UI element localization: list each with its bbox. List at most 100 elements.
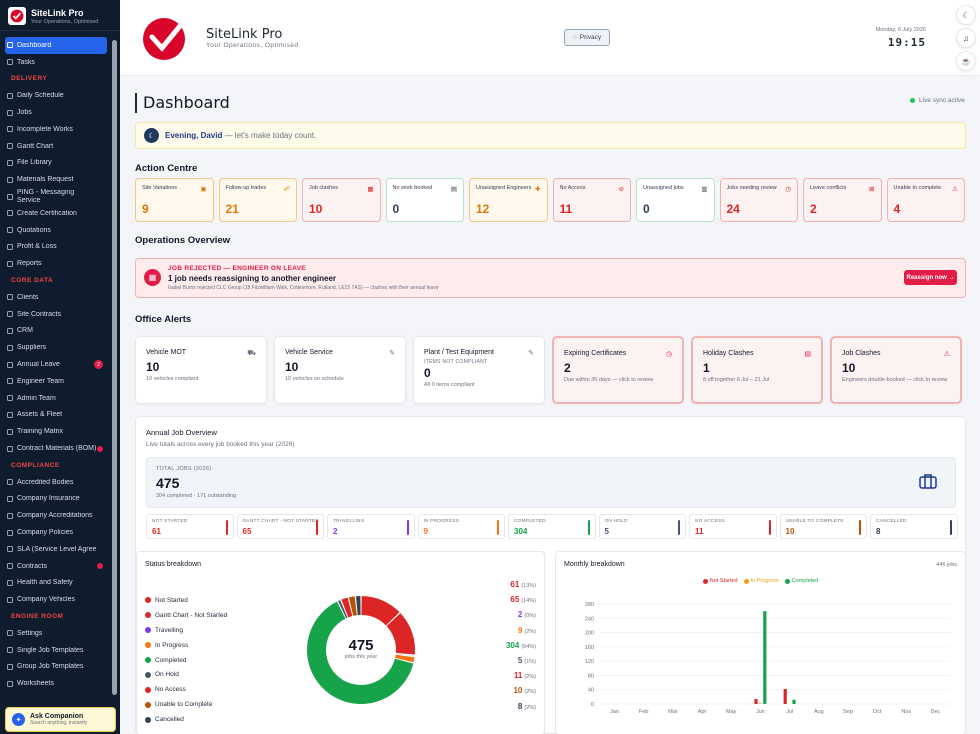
status-card-travelling[interactable]: TRAVELLING 2 <box>327 514 415 539</box>
sidebar-item-company-insurance[interactable]: Company Insurance <box>5 491 107 508</box>
status-card-gantt-chart-not-started[interactable]: GANTT CHART - NOT STARTED 65 <box>236 514 324 539</box>
sidebar-scrollbar[interactable] <box>112 40 117 695</box>
sidebar-item-site-contracts[interactable]: Site Contracts <box>5 306 107 323</box>
status-card-unable-to-complete[interactable]: UNABLE TO COMPLETE 10 <box>779 514 867 539</box>
monthly-title: Monthly breakdown <box>564 561 625 568</box>
office-alert-title: Expiring Certificates <box>564 350 627 357</box>
nav-item-icon <box>7 193 13 200</box>
action-card-unassigned-engineers[interactable]: Unassigned Engineers ✚ 12 <box>469 178 548 222</box>
status-card-cancelled[interactable]: CANCELLED 8 <box>870 514 958 539</box>
sidebar-item-materials-request[interactable]: Materials Request <box>5 171 107 188</box>
donut-slice-in-progress[interactable] <box>395 654 415 663</box>
sidebar-item-health-and-safety[interactable]: Health and Safety <box>5 575 107 592</box>
sidebar-item-jobs[interactable]: Jobs <box>5 104 107 121</box>
sidebar-item-admin-team[interactable]: Admin Team <box>5 390 107 407</box>
bar-completed-jul[interactable] <box>792 699 796 704</box>
sidebar-item-clients[interactable]: Clients <box>5 289 107 306</box>
sidebar-item-tasks[interactable]: Tasks <box>5 54 107 71</box>
status-card-no-access[interactable]: NO ACCESS 11 <box>689 514 777 539</box>
sidebar-item-worksheets[interactable]: Worksheets <box>5 675 107 692</box>
office-alert-plant-test-equipment[interactable]: Plant / Test Equipment ✎ ITEMS NOT COMPLI… <box>413 336 545 404</box>
sidebar-item-ping-messaging-service[interactable]: PING - Messaging Service <box>5 188 107 205</box>
action-card-job-clashes[interactable]: Job clashes ▦ 10 <box>302 178 381 222</box>
office-alert-job-clashes[interactable]: Job Clashes ⚠ 10 Engineers double-booked … <box>830 336 962 404</box>
action-card-site-variations[interactable]: Site Variations ▣ 9 <box>135 178 214 222</box>
sidebar-item-quotations[interactable]: Quotations <box>5 222 107 239</box>
action-card-label: Unassigned Engineers <box>476 185 532 191</box>
sidebar-item-contract-materials-bom[interactable]: Contract Materials (BOM) <box>5 440 107 457</box>
office-alert-expiring-certificates[interactable]: Expiring Certificates ◷ 2 Due within 30 d… <box>552 336 684 404</box>
status-card-on-hold[interactable]: ON HOLD 5 <box>598 514 686 539</box>
sidebar-item-accredited-bodies[interactable]: Accredited Bodies <box>5 474 107 491</box>
sidebar-item-company-accreditations[interactable]: Company Accreditations <box>5 507 107 524</box>
sidebar-item-daily-schedule[interactable]: Daily Schedule <box>5 87 107 104</box>
action-card-no-access[interactable]: No Access ⊘ 11 <box>552 178 631 222</box>
theme-toggle-button[interactable]: ☾ <box>956 5 976 25</box>
status-cards: NOT STARTED 61 GANTT CHART - NOT STARTED… <box>146 514 958 539</box>
bar-completed-jun[interactable] <box>763 611 767 704</box>
sidebar-item-company-policies[interactable]: Company Policies <box>5 524 107 541</box>
sidebar-item-single-job-templates[interactable]: Single Job Templates <box>5 642 107 659</box>
sidebar-item-engineer-team[interactable]: Engineer Team <box>5 373 107 390</box>
status-card-in-progress[interactable]: IN PROGRESS 9 <box>417 514 505 539</box>
office-alert-title: Holiday Clashes <box>703 350 754 357</box>
donut-slice-gantt-chart-not-started[interactable] <box>386 613 415 655</box>
donut-slice-on-hold[interactable] <box>338 600 348 619</box>
bar-in-progress-jun[interactable] <box>758 703 763 704</box>
action-card-icon: ⚠ <box>952 186 958 193</box>
donut-slice-no-access[interactable] <box>341 597 353 618</box>
sidebar-item-file-library[interactable]: File Library <box>5 155 107 172</box>
sidebar-item-assets-fleet[interactable]: Assets & Fleet <box>5 407 107 424</box>
legend-label: No Access <box>155 686 186 694</box>
action-card-unassigned-jobs[interactable]: Unassigned jobs ▥ 0 <box>636 178 715 222</box>
coffee-cup-icon: ☕ <box>961 56 971 66</box>
legend-dot-icon <box>145 716 151 723</box>
sidebar-item-training-matrix[interactable]: Training Matrix <box>5 423 107 440</box>
sidebar-item-incomplete-works[interactable]: Incomplete Works <box>5 121 107 138</box>
status-card-not-started[interactable]: NOT STARTED 61 <box>146 514 234 539</box>
bar-not-started-jul[interactable] <box>783 689 787 704</box>
moon-icon: ☾ <box>962 10 970 20</box>
sidebar-item-crm[interactable]: CRM <box>5 323 107 340</box>
donut-slice-cancelled[interactable] <box>355 596 361 616</box>
action-card-leave-conflicts[interactable]: Leave conflicts ⊠ 2 <box>803 178 882 222</box>
donut-slice-unable-to-complete[interactable] <box>348 596 357 616</box>
brand: SiteLink Pro Your Operations, Optimised <box>0 0 120 31</box>
donut-slice-completed[interactable] <box>307 601 414 704</box>
sidebar-item-contracts[interactable]: Contracts <box>5 558 107 575</box>
sidebar-item-annual-leave[interactable]: Annual Leave 2 <box>5 356 107 373</box>
status-card-label: CANCELLED <box>876 519 907 524</box>
nav-item-icon <box>7 143 13 150</box>
action-card-follow-up-trades[interactable]: Follow-up trades ☍ 21 <box>218 178 297 222</box>
status-card-completed[interactable]: COMPLETED 304 <box>508 514 596 539</box>
notifications-button[interactable]: ♫ <box>956 28 976 48</box>
bar-not-started-jun[interactable] <box>754 699 758 704</box>
sidebar-item-dashboard[interactable]: Dashboard <box>5 37 107 54</box>
office-alert-vehicle-mot[interactable]: Vehicle MOT ⛟ 10 10 vehicles compliant <box>135 336 267 404</box>
reassign-now-button[interactable]: Reassign now → <box>904 270 957 285</box>
ask-companion-button[interactable]: ✦ Ask Companion Search anything, instant… <box>5 707 116 732</box>
office-alert-vehicle-service[interactable]: Vehicle Service ✎ 10 10 vehicles on sched… <box>274 336 406 404</box>
status-count: 61 <box>510 580 520 589</box>
sidebar-item-reports[interactable]: Reports <box>5 255 107 272</box>
donut-slice-not-started[interactable] <box>361 596 400 626</box>
sidebar-item-create-certification[interactable]: Create Certification <box>5 205 107 222</box>
sidebar-item-label: Company Insurance <box>17 495 80 503</box>
privacy-button[interactable]: ◌ Privacy <box>564 29 610 46</box>
status-value-row: 304 (64%) <box>506 641 536 656</box>
action-card-jobs-needing-review[interactable]: Jobs needing review ◷ 24 <box>719 178 798 222</box>
sidebar-item-profit-loss[interactable]: Profit & Loss <box>5 239 107 256</box>
coffee-button[interactable]: ☕ <box>956 51 976 71</box>
x-tick-label: Feb <box>639 709 648 715</box>
sidebar-item-sla-service-level-agree[interactable]: SLA (Service Level Agree... <box>5 541 107 558</box>
action-card-unable-to-complete[interactable]: Unable to complete ⚠ 4 <box>886 178 965 222</box>
action-card-no-work-booked[interactable]: No work booked ▤ 0 <box>385 178 464 222</box>
sidebar-item-group-job-templates[interactable]: Group Job Templates <box>5 658 107 675</box>
office-alert-holiday-clashes[interactable]: Holiday Clashes ▤ 1 8 off together 6 Jul … <box>691 336 823 404</box>
sidebar-item-gantt-chart[interactable]: Gantt Chart <box>5 138 107 155</box>
sidebar-item-company-vehicles[interactable]: Company Vehicles <box>5 591 107 608</box>
sidebar-item-suppliers[interactable]: Suppliers <box>5 339 107 356</box>
donut-slice-travelling[interactable] <box>395 653 415 656</box>
sidebar-item-settings[interactable]: Settings <box>5 625 107 642</box>
action-card-value: 0 <box>643 202 650 216</box>
